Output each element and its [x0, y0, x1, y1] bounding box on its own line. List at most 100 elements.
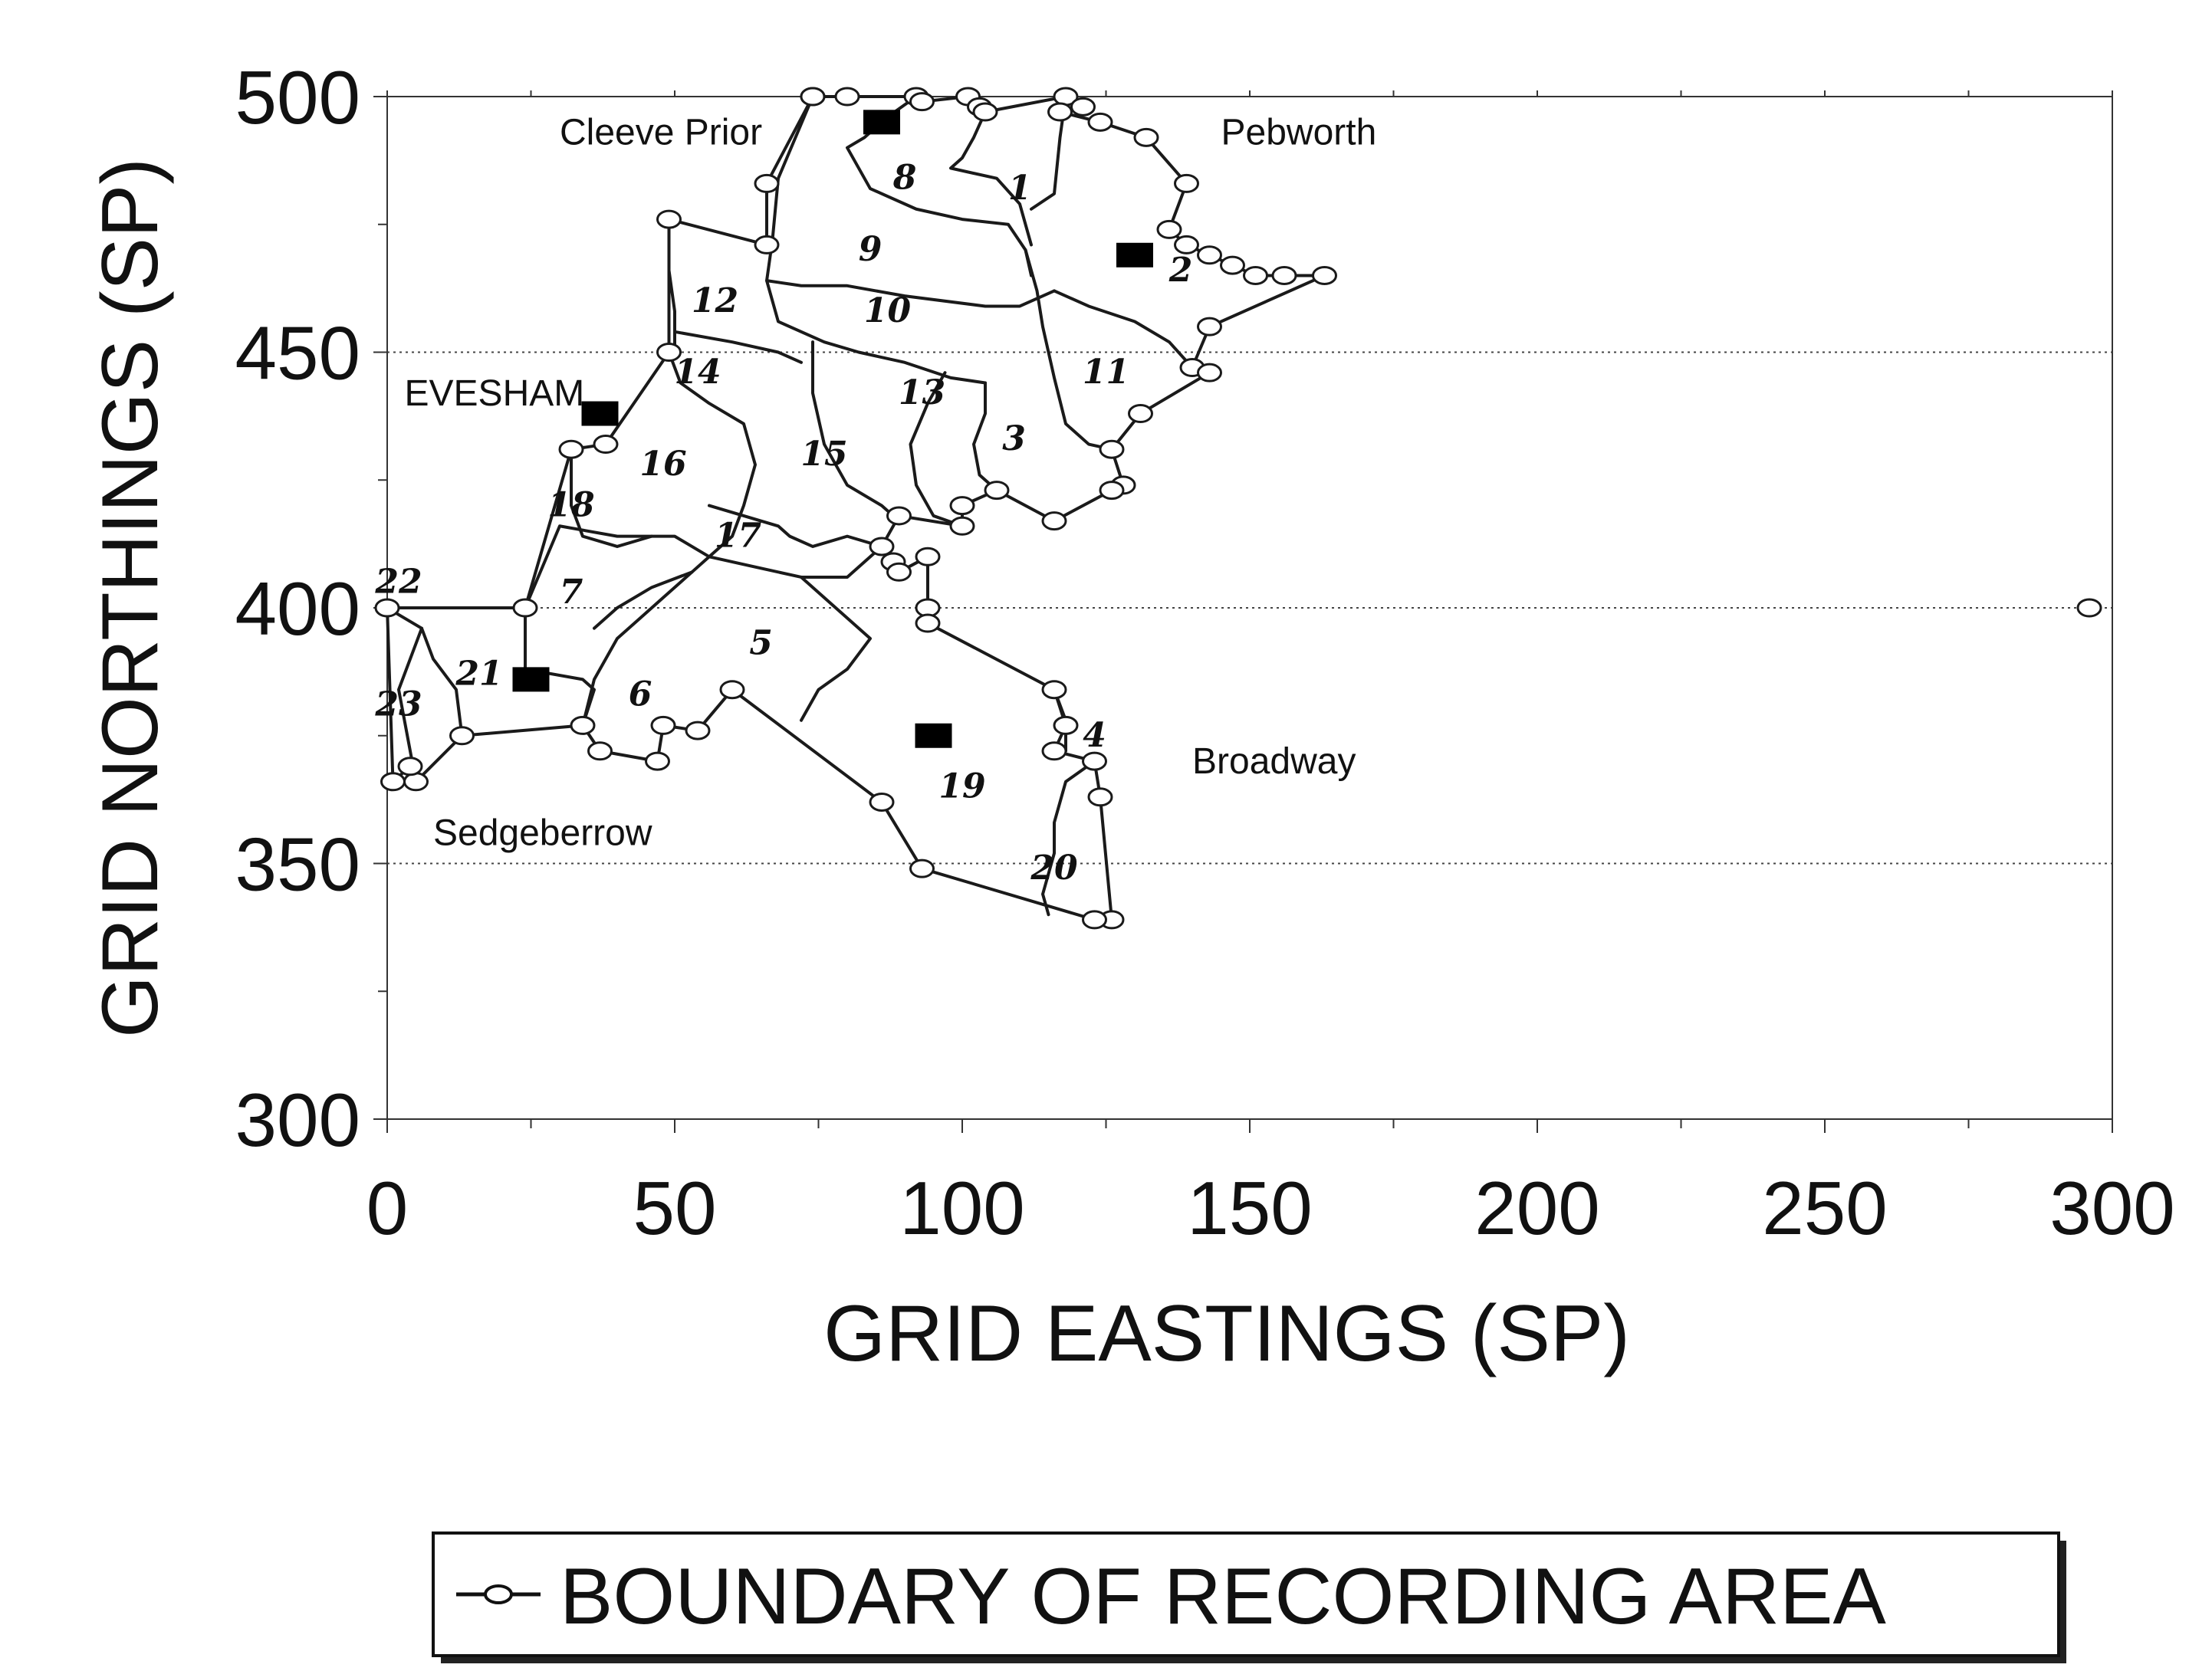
area-number-label: 7 — [560, 573, 583, 612]
x-tick-label: 150 — [1187, 1166, 1313, 1250]
boundary-marker — [1312, 265, 1337, 285]
boundary-marker — [1174, 235, 1199, 254]
filled-square-marker — [512, 667, 550, 692]
division-line — [524, 524, 711, 609]
boundary-marker — [1243, 265, 1268, 285]
y-tick-label: 400 — [235, 566, 360, 651]
boundary-marker — [869, 792, 895, 812]
division-line — [949, 110, 1033, 247]
boundary-marker — [1082, 910, 1107, 930]
boundary-marker — [650, 715, 676, 735]
division-line — [765, 279, 1056, 308]
boundary-marker — [1099, 481, 1125, 501]
boundary-marker — [754, 173, 780, 193]
x-tick-label: 250 — [1762, 1166, 1888, 1250]
division-line — [524, 606, 596, 727]
area-number-label: 4 — [1083, 716, 1106, 755]
boundary-marker — [886, 506, 912, 526]
place-labels: Cleeve Prior Pebworth EVESHAM Sedgeberrow Br… — [405, 113, 1377, 854]
area-number-label: 22 — [374, 563, 422, 602]
area-number-label: 3 — [1002, 419, 1026, 458]
boundary-marker — [949, 496, 975, 516]
place-label: Cleeve Prior — [560, 113, 762, 153]
boundary-marker — [685, 721, 711, 740]
boundary-marker — [909, 92, 935, 112]
outer-boundary-line — [386, 95, 1326, 921]
x-tick-label: 200 — [1474, 1166, 1600, 1250]
boundary-marker — [593, 435, 619, 455]
area-number-label: 21 — [455, 655, 502, 694]
area-number-label: 2 — [1168, 251, 1193, 290]
area-number-label: 15 — [800, 435, 847, 474]
legend-label: BOUNDARY OF RECORDING AREA — [560, 1552, 1886, 1641]
y-tick-label: 300 — [235, 1078, 360, 1162]
area-number-label: 18 — [547, 486, 594, 525]
area-number-label: 14 — [674, 353, 721, 392]
area-number-label: 20 — [1030, 849, 1078, 888]
boundary-marker — [449, 726, 475, 746]
boundary-marker — [645, 751, 670, 771]
filled-square-marker — [1116, 242, 1153, 268]
boundary-marker — [1133, 127, 1159, 147]
division-line — [667, 350, 757, 574]
isolated-marker — [2076, 598, 2102, 618]
boundary-marker — [1156, 219, 1182, 239]
boundary-marker — [1220, 255, 1245, 275]
division-line — [386, 606, 464, 737]
filled-square-marker — [863, 110, 900, 135]
y-tick-label: 500 — [235, 55, 360, 140]
boundary-marker — [869, 537, 895, 556]
division-line — [570, 448, 653, 548]
boundary-marker — [800, 87, 826, 107]
filled-square-marker — [581, 401, 619, 426]
boundary-marker — [656, 209, 682, 229]
filled-squares — [512, 110, 1153, 748]
area-number-label: 6 — [629, 675, 652, 714]
boundary-marker — [1197, 363, 1222, 382]
area-number-label: 13 — [899, 373, 945, 412]
boundary-marker — [380, 772, 406, 792]
boundary-marker — [754, 235, 780, 254]
division-line — [673, 330, 803, 364]
area-number-label: 10 — [864, 291, 912, 330]
boundary-marker — [1087, 787, 1113, 807]
boundary-marker — [570, 715, 596, 735]
area-number-label: 9 — [859, 230, 882, 269]
area-number-label: 23 — [374, 685, 422, 724]
boundary-marker — [374, 598, 400, 618]
place-label: Sedgeberrow — [433, 813, 652, 853]
division-line — [909, 371, 964, 528]
gridlines — [387, 351, 2112, 865]
area-number-label: 17 — [715, 517, 762, 556]
boundary-marker — [1070, 97, 1096, 117]
y-axis-title: GRID NORTHINGS (SP) — [86, 158, 175, 1038]
boundary-marker — [915, 547, 941, 566]
y-axis-tick-labels: 300 350 400 450 500 — [235, 55, 360, 1162]
division-line — [1041, 760, 1096, 917]
division-line — [972, 381, 998, 492]
division-line — [708, 504, 883, 548]
boundary-marker — [915, 613, 941, 633]
boundary-marker — [1047, 102, 1073, 122]
boundary-marker — [886, 562, 912, 582]
division-line — [1024, 248, 1113, 451]
boundary-marker — [834, 87, 860, 107]
place-label: Pebworth — [1221, 113, 1377, 153]
recording-area-boundaries — [386, 95, 1326, 921]
place-label: Broadway — [1192, 741, 1356, 782]
boundary-marker — [909, 858, 935, 878]
boundary-marker — [1041, 511, 1067, 531]
legend-box — [432, 1531, 2060, 1657]
boundary-marker — [1082, 751, 1107, 771]
area-number-label: 8 — [892, 159, 917, 198]
place-label: EVESHAM — [405, 373, 585, 414]
division-line — [1053, 289, 1194, 369]
area-number-label: 19 — [938, 767, 985, 806]
x-axis-tick-labels: 0 50 100 150 200 250 300 — [366, 1166, 2175, 1250]
boundary-marker — [1041, 680, 1067, 700]
boundary-marker — [397, 757, 423, 776]
division-line — [397, 626, 423, 783]
area-number-label: 12 — [692, 281, 738, 320]
legend: BOUNDARY OF RECORDING AREA — [432, 1531, 2066, 1663]
